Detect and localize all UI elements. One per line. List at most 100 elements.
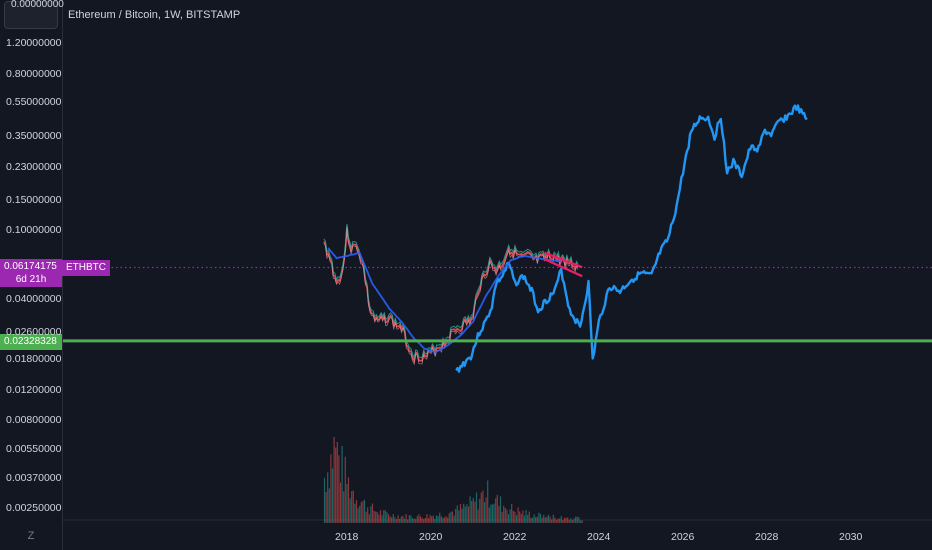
volume-bar <box>453 515 455 523</box>
volume-bar <box>552 514 554 523</box>
volume-bar <box>581 520 583 523</box>
volume-bar <box>554 517 556 523</box>
volume-bar <box>365 511 367 523</box>
volume-bar <box>426 514 428 523</box>
volume-bar <box>499 496 502 523</box>
volume-bar <box>531 517 534 523</box>
volume-bar <box>370 506 372 523</box>
volume-bar <box>371 503 374 523</box>
volume-bar <box>389 516 391 523</box>
y-tick-label: 1.20000000 <box>6 37 62 49</box>
volume-bar <box>405 513 407 523</box>
scale-mode-icon[interactable]: Z <box>27 530 35 542</box>
x-tick-label: 2022 <box>503 531 527 543</box>
wedge-lower-line <box>543 258 583 278</box>
volume-bar <box>339 482 342 523</box>
wedge-upper-line <box>544 251 583 269</box>
volume-bar <box>472 497 474 523</box>
volume-bar <box>344 456 346 523</box>
volume-bar <box>381 515 383 523</box>
volume-bar <box>403 518 406 523</box>
y-tick-label: 0.15000000 <box>6 193 62 206</box>
volume-bar <box>575 516 577 523</box>
volume-bar <box>432 515 434 523</box>
y-tick-label: 0.00370000 <box>6 472 62 485</box>
volume-bar <box>506 509 508 523</box>
volume-bar <box>419 516 422 523</box>
volume-bar <box>331 468 334 523</box>
volume-bar <box>408 515 410 523</box>
volume-bar <box>387 514 390 523</box>
volume-bar <box>437 516 439 523</box>
volume-bar <box>435 515 438 523</box>
volume-bar <box>407 519 409 523</box>
volume-bar <box>511 503 513 523</box>
volume-bar <box>355 500 358 523</box>
x-tick-label: 2020 <box>419 531 443 543</box>
volume-bar <box>535 516 537 523</box>
volume-bar <box>501 511 503 523</box>
volume-bar <box>579 520 582 523</box>
volume-bar <box>325 491 327 523</box>
volume-bar <box>335 447 337 523</box>
volume-bar <box>563 517 566 523</box>
volume-bar <box>338 455 340 523</box>
y-tick-label: 0.55000000 <box>6 95 62 108</box>
symbol-title: Ethereum / Bitcoin, 1W, BITSTAMP <box>68 9 241 21</box>
y-tick-label: 0.02600000 <box>6 325 62 338</box>
current-price-value: 0.06174175 <box>4 261 57 273</box>
volume-bar <box>464 506 466 523</box>
volume-bar <box>475 492 478 523</box>
current-price-tag: 0.06174175 6d 21h <box>0 259 62 288</box>
volume-bar <box>467 506 470 523</box>
volume-bar <box>551 519 553 523</box>
volume-bar <box>424 517 426 523</box>
volume-bar <box>445 516 447 523</box>
volume-bar <box>383 510 385 523</box>
volume-bar <box>477 509 479 523</box>
horizontal-level-tag: 0.02328328 <box>0 333 62 350</box>
volume-bar <box>448 513 450 523</box>
volume-bar <box>362 501 364 523</box>
volume-bar <box>391 517 393 523</box>
volume-bar <box>515 515 518 523</box>
volume-bar <box>455 508 457 523</box>
volume-bar <box>541 517 543 523</box>
volume-bar <box>359 505 361 523</box>
y-tick-label: 0.00800000 <box>6 414 62 427</box>
volume-bar <box>328 488 330 523</box>
volume-bar <box>495 498 497 523</box>
volume-bar <box>466 504 468 523</box>
price-wick-series <box>323 227 579 366</box>
volume-bar <box>397 515 399 523</box>
volume-bar <box>573 518 575 523</box>
volume-bar <box>450 511 452 523</box>
volume-bar <box>485 497 487 523</box>
volume-bar <box>480 492 482 523</box>
volume-bar <box>522 510 524 523</box>
volume-bar <box>570 518 572 523</box>
volume-bar <box>392 514 394 523</box>
volume-bar <box>415 519 417 523</box>
volume-bar <box>363 499 366 523</box>
volume-bar <box>357 508 359 523</box>
y-tick-label: 0.00250000 <box>6 502 62 514</box>
volume-bar <box>349 498 351 523</box>
volume-bar <box>525 509 527 523</box>
volume-bar <box>379 510 382 523</box>
volume-bar <box>336 442 338 523</box>
volume-bar <box>555 519 558 523</box>
volume-bar <box>330 454 332 523</box>
moving-average-series <box>327 247 562 354</box>
volume-bar <box>549 516 551 523</box>
y-tick-label: 0.80000000 <box>6 67 62 80</box>
volume-bar <box>546 516 548 523</box>
volume-bar <box>423 519 425 523</box>
volume-bar <box>343 491 345 523</box>
volume-bar <box>327 472 329 523</box>
volume-bar <box>451 511 454 523</box>
volume-bar <box>533 514 535 523</box>
scale-button[interactable]: 0.00000000 <box>4 0 64 29</box>
